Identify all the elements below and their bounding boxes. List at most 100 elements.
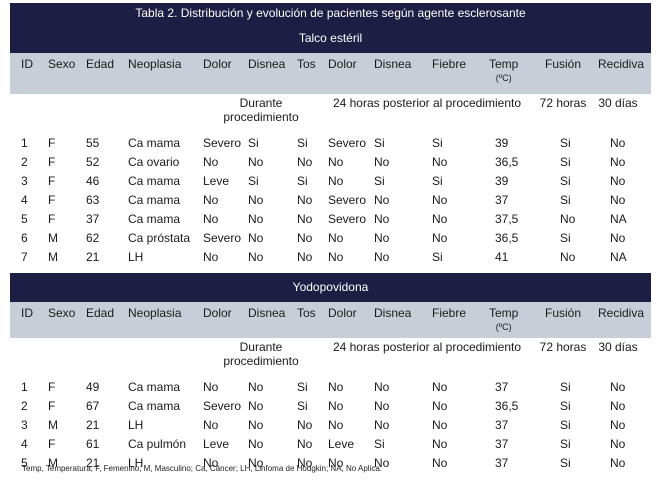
col-recidiva-cell: No (610, 380, 626, 394)
table-row: 2 F 67 Ca mama Severo No Si No No No 36,5 Si No (10, 397, 651, 416)
col-recidiva-cell: No (610, 399, 626, 413)
group-2-title: Yodopovidona (10, 273, 651, 302)
col-disnea-24h-header: Disnea (374, 306, 411, 320)
col-fusion-cell: Si (560, 418, 571, 432)
col-id-cell: 2 (21, 399, 28, 413)
col-disnea-cell: No (248, 155, 264, 169)
col-sexo-header: Sexo (48, 306, 75, 320)
col-disnea-24h-cell: No (374, 399, 390, 413)
col-fiebre-cell: No (432, 380, 448, 394)
col-fusion-cell: Si (560, 231, 571, 245)
header-label: Dolor (328, 306, 357, 320)
period-during: Durante procedimiento (223, 340, 299, 368)
col-sexo-cell: M (48, 456, 58, 470)
col-neoplasia-cell: LH (128, 456, 144, 470)
col-disnea-cell: No (248, 193, 264, 207)
col-disnea-cell: Si (248, 136, 259, 150)
table-row: 1 F 49 Ca mama No No Si No No No 37 Si No (10, 378, 651, 397)
col-dolor-24h-cell: Severo (328, 193, 367, 207)
col-dolor-24h-cell: Severo (328, 136, 367, 150)
col-id-cell: 7 (21, 250, 28, 264)
col-temp-cell: 39 (495, 174, 509, 188)
header-label: Disnea (374, 57, 412, 71)
col-edad-cell: 62 (86, 231, 100, 245)
col-edad-cell: 67 (86, 399, 100, 413)
col-recidiva-cell: No (610, 437, 626, 451)
col-disnea-cell: No (248, 418, 264, 432)
col-sexo-cell: M (48, 231, 58, 245)
col-edad-cell: 49 (86, 380, 100, 394)
col-id-cell: 4 (21, 437, 28, 451)
col-recidiva-cell: No (610, 174, 626, 188)
header-label: Dolor (203, 306, 232, 320)
header-label: Temp (489, 306, 519, 320)
col-recidiva-cell: No (610, 418, 626, 432)
table-row: 6 M 62 Ca próstata Severo No No No No No 36,5 Si No (10, 229, 651, 248)
col-fiebre-header: Fiebre (432, 57, 466, 71)
col-dolor-24h-cell: No (328, 231, 344, 245)
col-neoplasia-cell: Ca ovario (128, 155, 180, 169)
header-label: Dolor (203, 57, 232, 71)
col-dolor-24h-cell: No (328, 155, 344, 169)
col-dolor-cell: No (203, 418, 219, 432)
col-temp-cell: 37 (495, 418, 509, 432)
col-sexo-cell: M (48, 418, 58, 432)
col-disnea-24h-cell: Si (374, 136, 385, 150)
col-edad-cell: 21 (86, 456, 100, 470)
col-disnea-cell: No (248, 399, 264, 413)
col-id-cell: 5 (21, 456, 28, 470)
col-tos-cell: Si (297, 399, 308, 413)
col-tos-cell: No (297, 456, 313, 470)
col-sexo-cell: F (48, 155, 56, 169)
col-fiebre-cell: No (432, 418, 448, 432)
header-label: Dolor (328, 57, 357, 71)
col-disnea-cell: No (248, 437, 264, 451)
col-id-cell: 4 (21, 193, 28, 207)
header-label: Neoplasia (128, 57, 182, 71)
col-dolor-cell: No (203, 380, 219, 394)
header-label: Fiebre (432, 57, 467, 71)
col-edad-cell: 37 (86, 212, 100, 226)
col-recidiva-header: Recidiva (598, 57, 644, 71)
col-dolor-cell: Severo (203, 231, 242, 245)
col-sexo-cell: F (48, 136, 56, 150)
table-row: 3 M 21 LH No No No No No No 37 Si No (10, 416, 651, 435)
col-neoplasia-header: Neoplasia (128, 306, 181, 320)
col-dolor-24h-cell: No (328, 418, 344, 432)
col-fiebre-cell: No (432, 456, 448, 470)
period-header-1: Durante procedimiento 24 horas posterior … (10, 94, 651, 134)
col-disnea-24h-cell: Si (374, 174, 385, 188)
col-dolor-header: Dolor (203, 57, 232, 71)
col-fiebre-cell: No (432, 437, 448, 451)
col-dolor-24h-cell: No (328, 456, 344, 470)
col-dolor-header: Dolor (203, 306, 232, 320)
col-dolor-cell: Severo (203, 399, 242, 413)
col-recidiva-cell: No (610, 193, 626, 207)
col-disnea-24h-cell: No (374, 155, 390, 169)
period-72h: 72 horas (539, 96, 587, 110)
period-30d: 30 días (598, 340, 638, 354)
col-disnea-24h-cell: No (374, 231, 390, 245)
col-fusion-header: Fusión (545, 306, 581, 320)
col-fiebre-cell: Si (432, 250, 443, 264)
period-72h: 72 horas (539, 340, 587, 354)
col-tos-cell: No (297, 418, 313, 432)
col-dolor-cell: No (203, 456, 219, 470)
col-neoplasia-cell: Ca mama (128, 212, 181, 226)
col-temp-header: Temp (ºC) (489, 306, 518, 332)
col-fusion-cell: No (560, 250, 576, 264)
group-1-title: Talco estéril (10, 24, 651, 53)
col-temp-cell: 36,5 (495, 155, 519, 169)
header-label: Disnea (248, 57, 286, 71)
col-edad-header: Edad (86, 57, 114, 71)
col-edad-cell: 21 (86, 250, 100, 264)
results-table: Tabla 2. Distribución y evolución de pac… (10, 3, 651, 473)
col-fiebre-cell: No (432, 193, 448, 207)
col-id-cell: 6 (21, 231, 28, 245)
col-recidiva-cell: No (610, 136, 626, 150)
col-fusion-cell: No (560, 212, 576, 226)
header-label: Tos (297, 57, 316, 71)
col-id-cell: 3 (21, 418, 28, 432)
col-temp-cell: 37 (495, 437, 509, 451)
col-temp-cell: 37 (495, 193, 509, 207)
